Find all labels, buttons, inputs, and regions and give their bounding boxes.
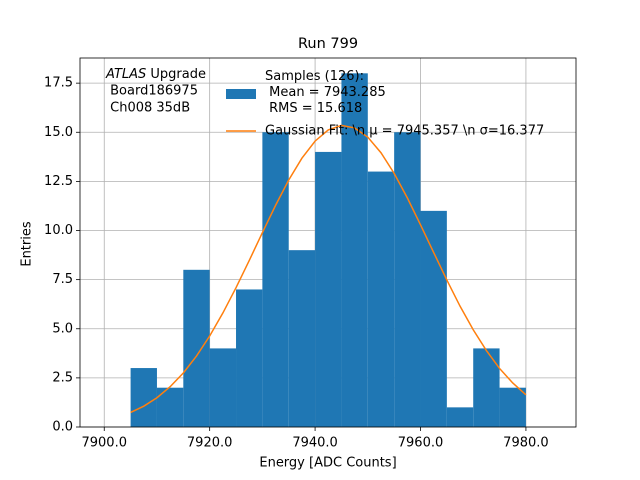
- bar: [315, 151, 342, 428]
- y-tick-label: 0.0: [52, 420, 73, 435]
- y-tick-label: 5.0: [52, 321, 73, 336]
- x-tick-label: 7900.0: [81, 436, 127, 451]
- bar: [262, 132, 289, 428]
- plot-frame: [79, 57, 577, 428]
- bar: [288, 250, 316, 427]
- annotation-line: Ch008 35dB: [106, 101, 190, 116]
- legend-label: Gaussian Fit: \n μ = 7945.357 \n σ=16.37…: [265, 124, 544, 139]
- y-tick-label: 10.0: [44, 223, 73, 238]
- annotation-title: ATLAS: [105, 67, 146, 82]
- bar: [236, 289, 263, 427]
- bar: [367, 171, 395, 427]
- bar: [394, 132, 421, 428]
- bar: [341, 73, 368, 428]
- legend-swatch: [226, 89, 256, 99]
- x-tick-label: 7980.0: [503, 436, 549, 451]
- x-tick-label: 7960.0: [398, 436, 444, 451]
- legend-label: Samples (126): Mean = 7943.285 RMS = 15.…: [265, 69, 386, 116]
- y-tick-label: 7.5: [52, 272, 73, 287]
- bar: [209, 348, 237, 427]
- y-axis-label: Entries: [20, 221, 35, 267]
- x-tick-label: 7940.0: [292, 436, 338, 451]
- annotation-line: Board186975: [106, 84, 198, 99]
- bar: [499, 387, 526, 427]
- annotation: ATLAS Upgrade: [105, 67, 206, 82]
- bar: [473, 348, 500, 427]
- bar: [130, 368, 157, 427]
- x-axis-label: Energy [ADC Counts]: [259, 456, 396, 471]
- x-tick-label: 7920.0: [187, 436, 233, 451]
- fit-line: [130, 124, 527, 414]
- y-tick-label: 15.0: [44, 125, 73, 140]
- plot: [130, 73, 527, 428]
- y-tick-label: 17.5: [44, 76, 73, 91]
- bar: [183, 269, 210, 427]
- bar: [446, 407, 474, 427]
- bar: [420, 210, 447, 427]
- chart-title: Run 799: [298, 36, 358, 52]
- y-tick-label: 2.5: [52, 370, 73, 385]
- annotation-line: Upgrade: [146, 67, 206, 82]
- y-tick-label: 12.5: [44, 174, 73, 189]
